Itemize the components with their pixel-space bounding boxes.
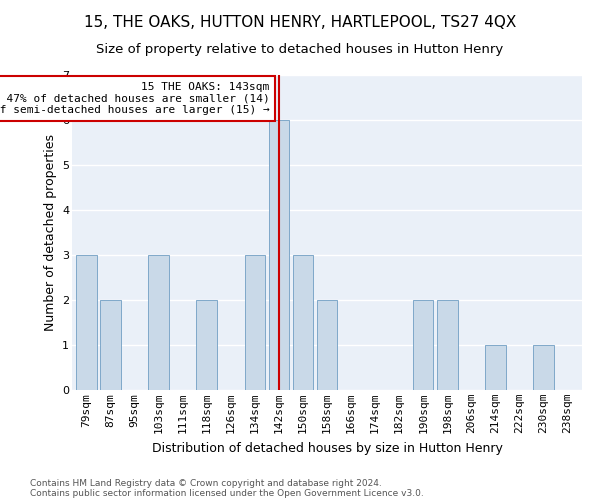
Text: 15 THE OAKS: 143sqm
← 47% of detached houses are smaller (14)
50% of semi-detach: 15 THE OAKS: 143sqm ← 47% of detached ho… bbox=[0, 82, 269, 115]
Bar bbox=[148, 255, 169, 390]
Text: Contains public sector information licensed under the Open Government Licence v3: Contains public sector information licen… bbox=[30, 488, 424, 498]
Bar bbox=[269, 120, 289, 390]
X-axis label: Distribution of detached houses by size in Hutton Henry: Distribution of detached houses by size … bbox=[152, 442, 502, 454]
Bar bbox=[413, 300, 433, 390]
Bar bbox=[485, 345, 506, 390]
Text: Contains HM Land Registry data © Crown copyright and database right 2024.: Contains HM Land Registry data © Crown c… bbox=[30, 478, 382, 488]
Bar bbox=[245, 255, 265, 390]
Bar bbox=[437, 300, 458, 390]
Text: Size of property relative to detached houses in Hutton Henry: Size of property relative to detached ho… bbox=[97, 42, 503, 56]
Bar bbox=[76, 255, 97, 390]
Y-axis label: Number of detached properties: Number of detached properties bbox=[44, 134, 56, 331]
Text: 15, THE OAKS, HUTTON HENRY, HARTLEPOOL, TS27 4QX: 15, THE OAKS, HUTTON HENRY, HARTLEPOOL, … bbox=[84, 15, 516, 30]
Bar bbox=[533, 345, 554, 390]
Bar bbox=[100, 300, 121, 390]
Bar bbox=[317, 300, 337, 390]
Bar bbox=[293, 255, 313, 390]
Bar bbox=[196, 300, 217, 390]
